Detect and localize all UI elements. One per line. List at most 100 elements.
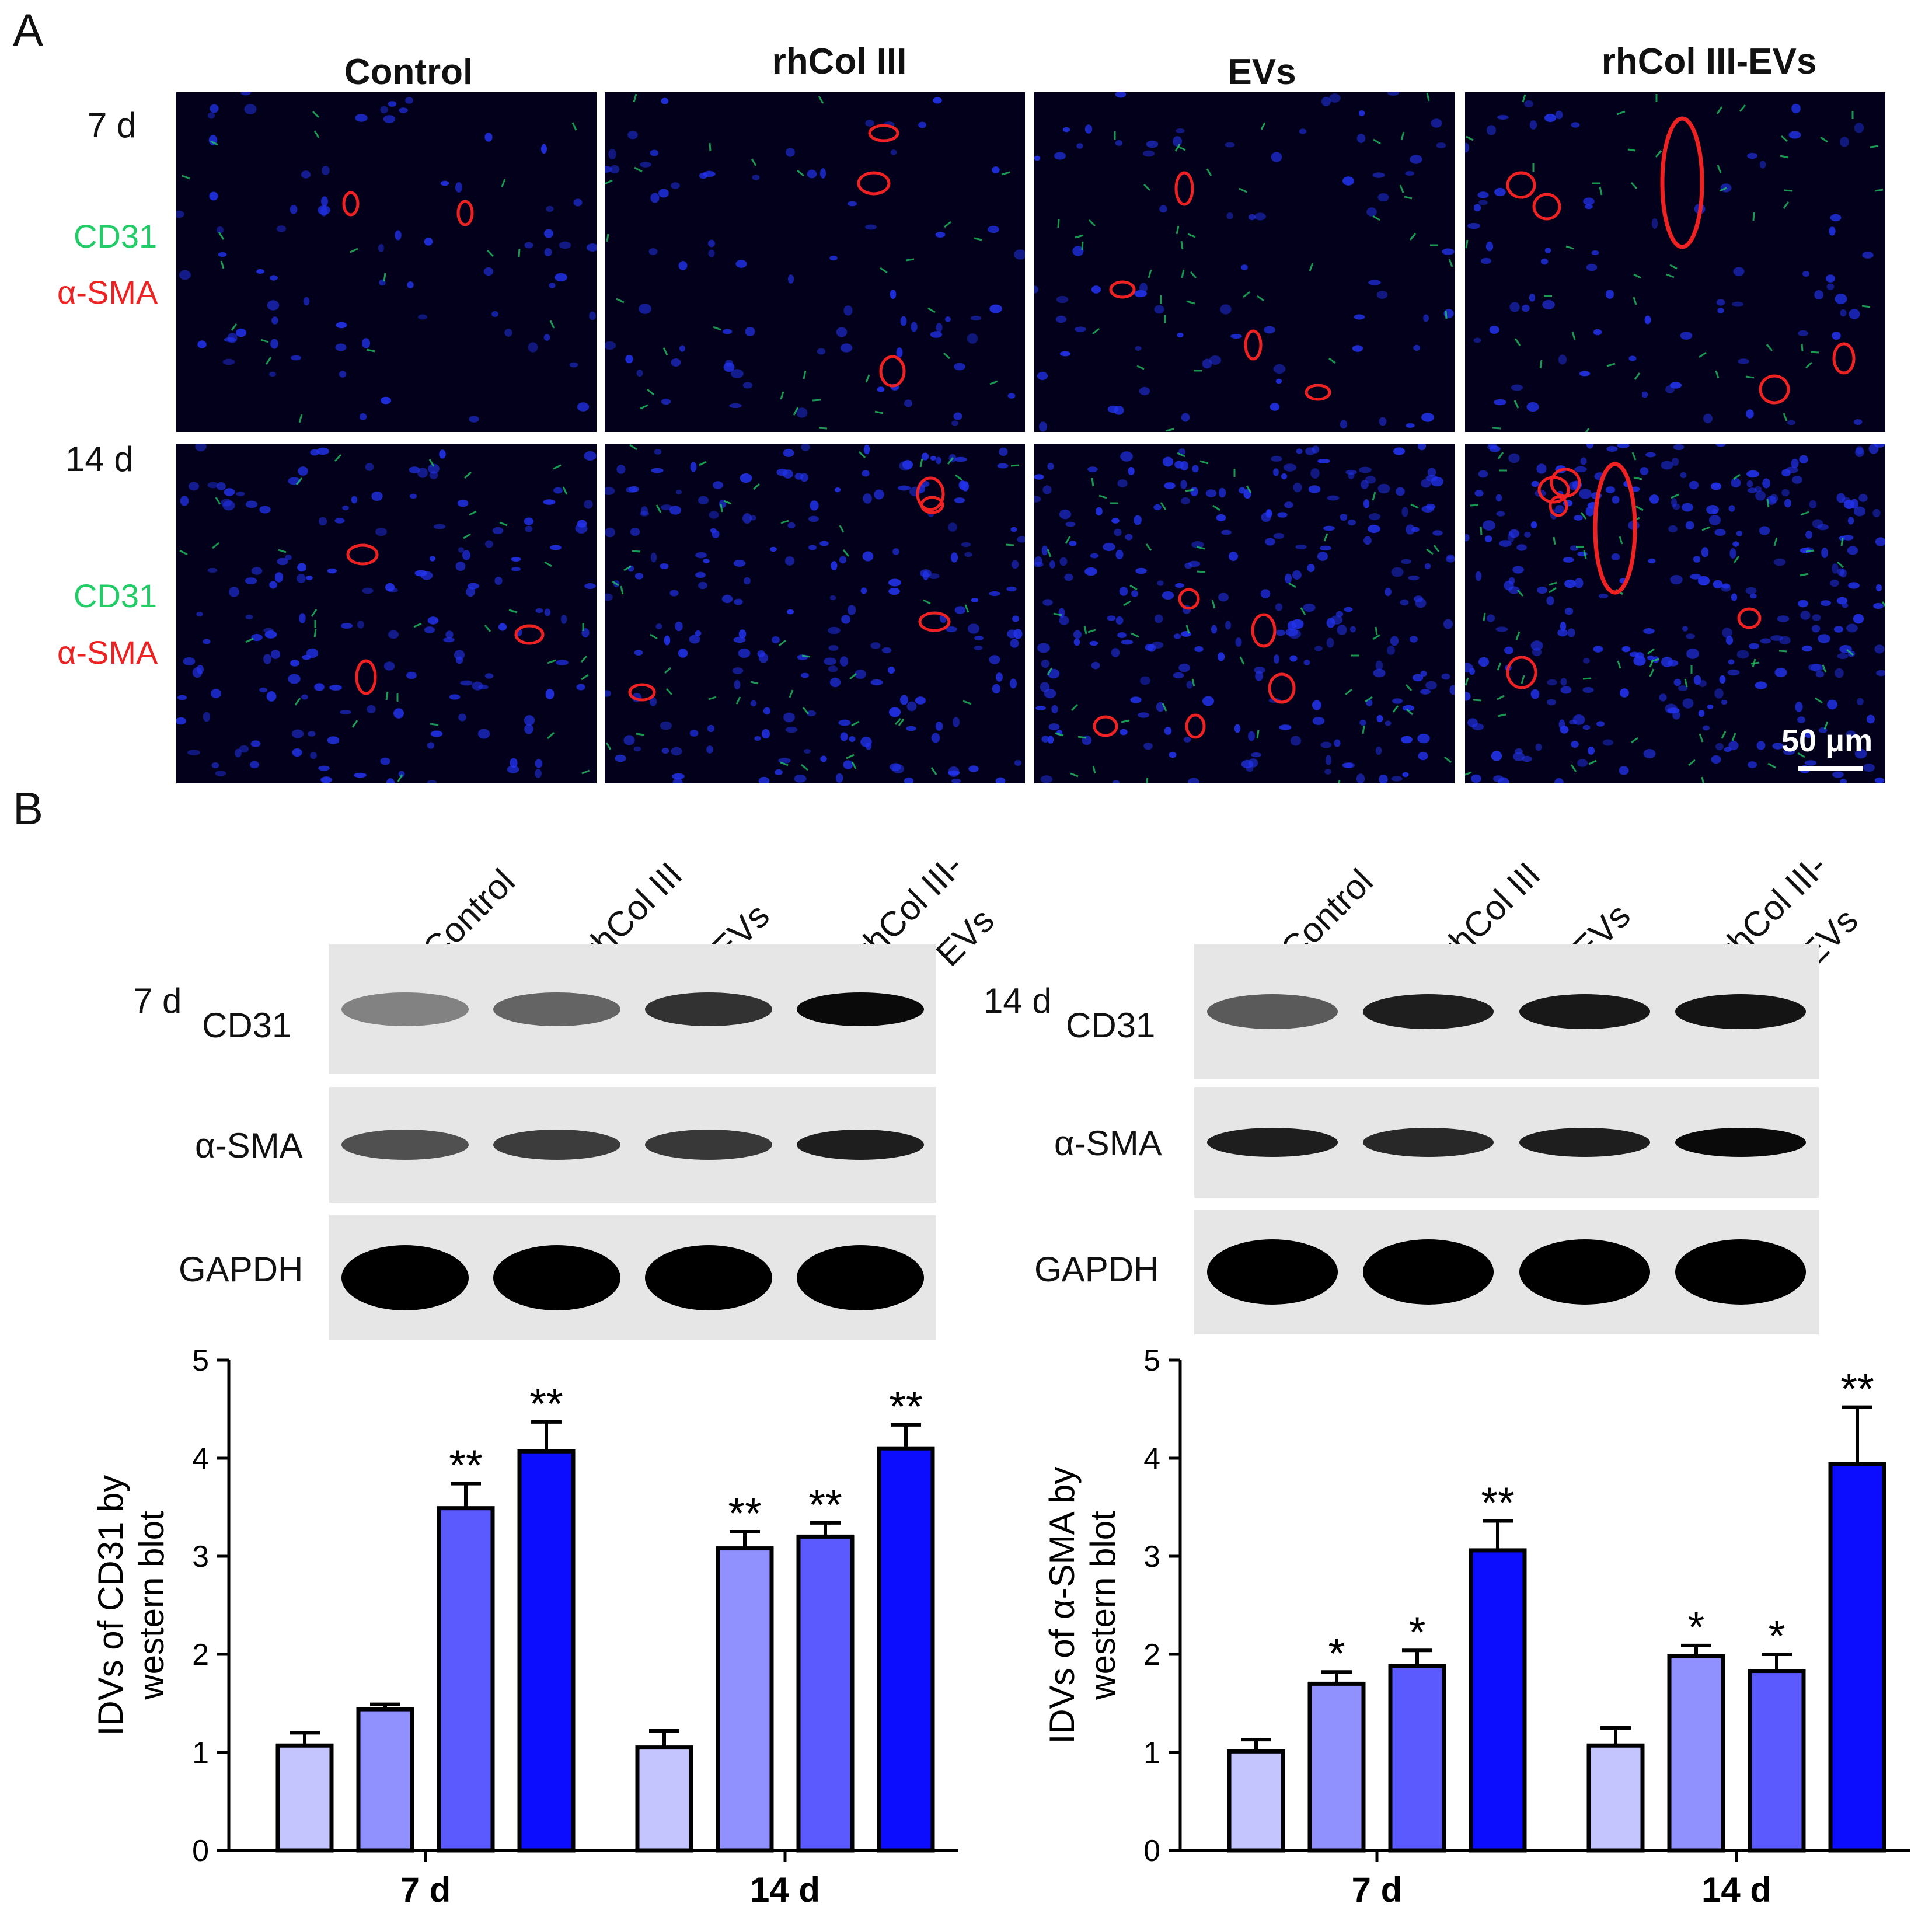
y-tick-label: 5: [192, 1344, 209, 1378]
bar: [1748, 1669, 1806, 1853]
blot-band: [493, 1130, 620, 1160]
blot-protein-label: CD31: [1066, 1006, 1156, 1045]
x-tick-label: 7 d: [1352, 1870, 1403, 1909]
micrograph-evs-7d: [1034, 92, 1455, 432]
y-axis-label: IDVs of CD31 by: [91, 1475, 130, 1736]
significance-label: *: [1769, 1612, 1785, 1660]
significance-label: *: [1688, 1603, 1705, 1651]
significance-label: **: [529, 1379, 563, 1428]
blot-protein-label: α-SMA: [1054, 1124, 1162, 1163]
bar: [1828, 1462, 1886, 1853]
y-tick-label: 5: [1143, 1344, 1160, 1378]
blot-protein-label: α-SMA: [195, 1126, 303, 1165]
bar: [356, 1707, 414, 1853]
blot-protein-label: CD31: [202, 1006, 292, 1045]
blot-band: [645, 1245, 772, 1310]
blot-band: [1363, 1128, 1494, 1157]
y-tick-label: 1: [192, 1736, 209, 1770]
y-tick-label: 1: [1143, 1736, 1160, 1770]
blot-band: [341, 1130, 469, 1160]
blot-band: [493, 1245, 620, 1310]
bar: [517, 1449, 576, 1853]
column-title-control: Control: [344, 52, 473, 92]
y-axis-label: western blot: [132, 1511, 171, 1700]
stain-label-red: α-SMA: [57, 634, 158, 671]
blot-14d-gapdh: [1194, 1210, 1819, 1334]
panel-a-letter: A: [13, 4, 44, 55]
blot-band: [797, 1245, 924, 1310]
x-tick-label: 14 d: [750, 1870, 820, 1909]
x-tick-label: 14 d: [1701, 1870, 1771, 1909]
significance-label: **: [449, 1441, 483, 1490]
micrograph-rhcol-evs-7d: [1465, 92, 1885, 432]
blot-band: [1519, 1128, 1650, 1157]
blot-protein-label: GAPDH: [1034, 1250, 1159, 1289]
significance-label: **: [1481, 1479, 1515, 1527]
y-tick-label: 3: [192, 1540, 209, 1574]
column-title-evs: EVs: [1227, 52, 1296, 92]
bar: [1586, 1743, 1645, 1853]
y-tick-label: 4: [192, 1442, 209, 1476]
blot-band: [341, 1245, 469, 1310]
scale-bar-label: 50 μm: [1781, 723, 1873, 758]
bar: [796, 1534, 855, 1853]
blot-band: [645, 992, 772, 1026]
bar: [716, 1546, 774, 1853]
significance-label: **: [1840, 1365, 1874, 1413]
blot-band: [341, 992, 469, 1026]
stain-label-green: CD31: [74, 218, 158, 255]
y-axis-label: IDVs of α-SMA by: [1042, 1467, 1082, 1744]
blot-protein-label: GAPDH: [179, 1250, 304, 1289]
significance-label: **: [808, 1480, 842, 1529]
bar: [275, 1743, 334, 1853]
significance-label: *: [1409, 1608, 1426, 1656]
y-axis-label: western blot: [1083, 1511, 1122, 1700]
blot-band: [797, 992, 924, 1026]
y-tick-label: 2: [192, 1638, 209, 1672]
blot-7d-cd31: [329, 944, 936, 1074]
y-tick-label: 0: [1143, 1834, 1160, 1868]
bar: [877, 1446, 935, 1853]
blot-band: [645, 1130, 772, 1160]
blot-14d-asma: [1194, 1087, 1819, 1198]
blot-day-label: 7 d: [133, 981, 182, 1020]
stain-label-red: α-SMA: [57, 274, 158, 311]
bar: [1307, 1681, 1366, 1853]
y-tick-label: 3: [1143, 1540, 1160, 1574]
bar: [1227, 1749, 1285, 1853]
blot-14d-cd31: [1194, 944, 1819, 1079]
blot-band: [1207, 1128, 1338, 1157]
blot-band: [493, 992, 620, 1026]
blot-band: [1207, 1239, 1338, 1305]
blot-band: [1675, 1239, 1806, 1305]
bar: [1667, 1654, 1725, 1853]
micrograph-evs-14d: [1034, 444, 1455, 783]
bar: [1469, 1548, 1527, 1853]
blot-7d-gapdh: [329, 1215, 936, 1340]
y-tick-label: 2: [1143, 1638, 1160, 1672]
micrograph-rhcol-14d: [605, 444, 1025, 783]
blot-band: [1363, 994, 1494, 1029]
blot-band: [1519, 1239, 1650, 1305]
blot-lane-label: EVs: [928, 900, 1002, 974]
micrograph-rhcol-evs-14d: [1465, 444, 1885, 783]
significance-label: *: [1328, 1629, 1345, 1678]
scale-bar: [1798, 766, 1863, 771]
stain-label-green: CD31: [74, 577, 158, 614]
row-label-7d: 7 d: [88, 106, 137, 145]
micrograph-control-7d: [176, 92, 597, 432]
micrograph-control-14d: [176, 444, 597, 783]
blot-band: [1675, 1128, 1806, 1157]
micrograph-rhcol-7d: [605, 92, 1025, 432]
blot-band: [1207, 994, 1338, 1029]
bar: [437, 1506, 495, 1853]
bar: [1388, 1664, 1446, 1853]
significance-label: **: [889, 1382, 923, 1431]
y-tick-label: 4: [1143, 1442, 1160, 1476]
blot-day-label: 14 d: [984, 981, 1052, 1020]
cd31-bar-chart: 0 1 2 3 4 5 IDVs of CD31 by western blot ** ** 7 d…: [91, 1344, 958, 1909]
bar: [635, 1745, 693, 1853]
blot-band: [1363, 1239, 1494, 1305]
significance-label: **: [728, 1489, 762, 1538]
